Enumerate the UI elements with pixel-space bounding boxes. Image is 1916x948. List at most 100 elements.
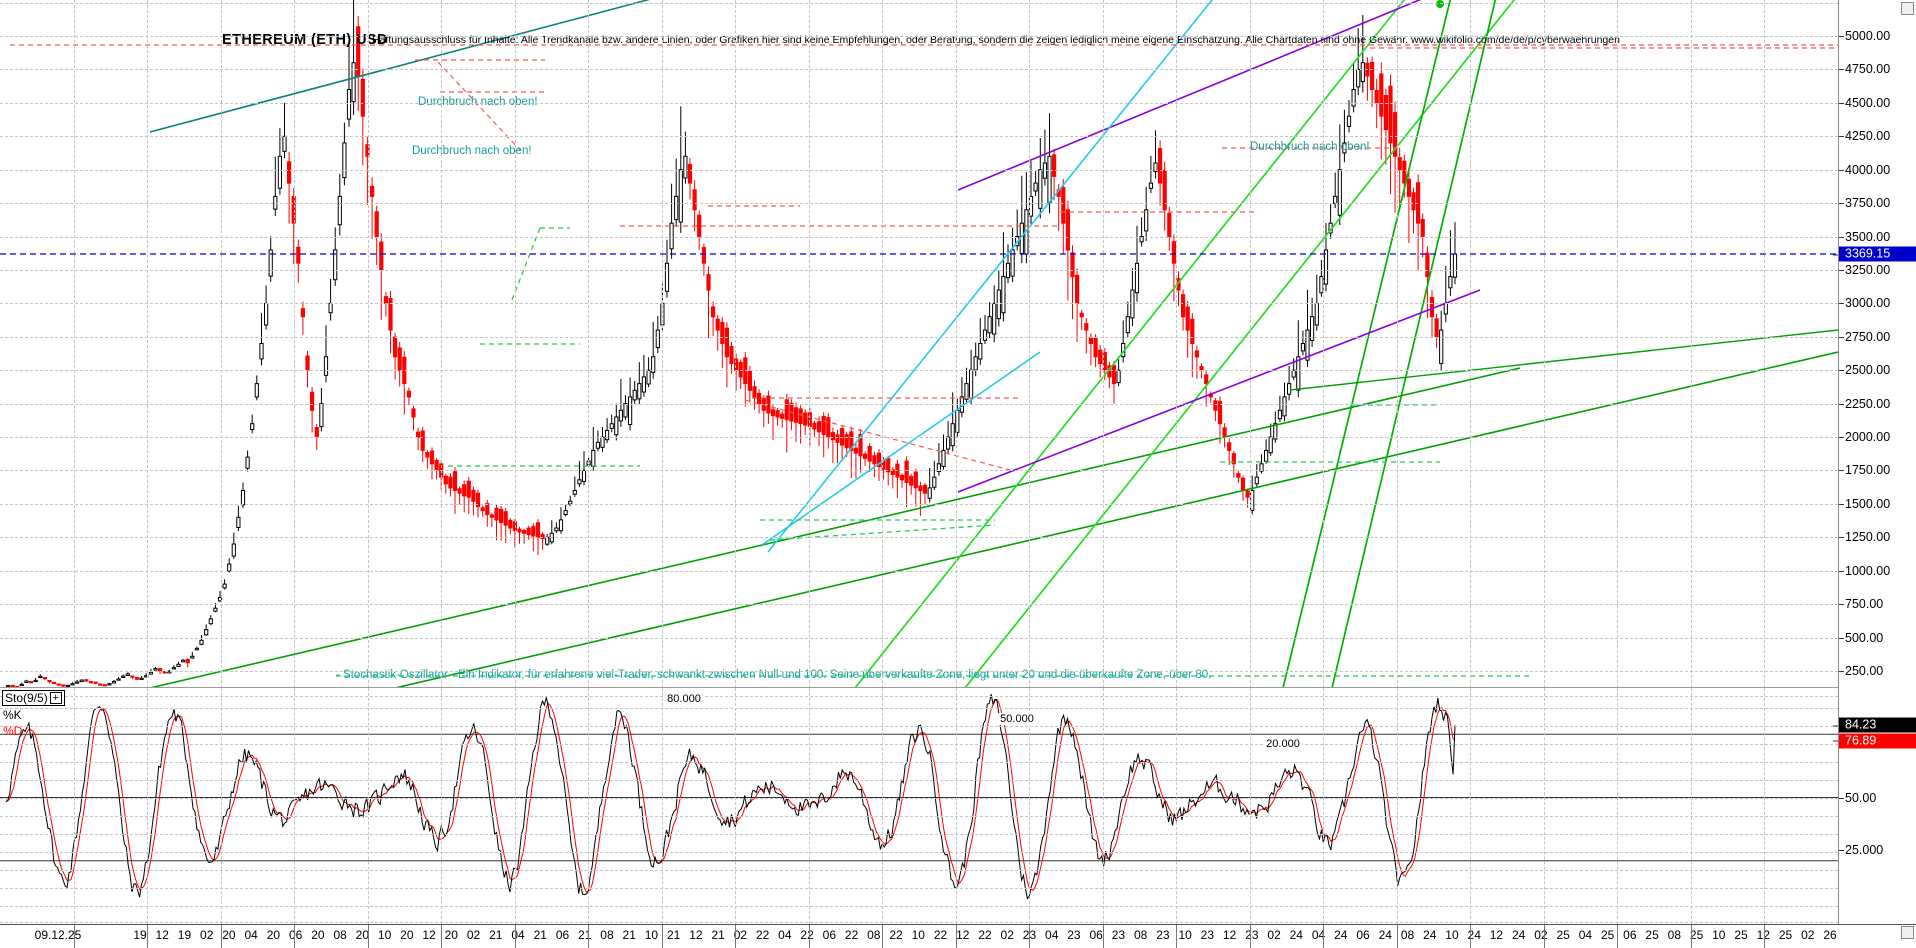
trend-line-green-steep-1 (1282, 0, 1452, 687)
date-tick-label: 02 (1000, 928, 1014, 942)
date-tick-label: 12 (422, 928, 436, 942)
date-tick-label: 19 (133, 928, 147, 942)
date-axis-separator (735, 925, 736, 948)
date-axis-separator (1691, 925, 1692, 948)
trend-line-green-steep-2 (1331, 0, 1497, 687)
date-axis-separator (221, 925, 222, 948)
date-tick-label: 25 (1556, 928, 1570, 942)
date-axis-separator (1250, 925, 1251, 948)
date-axis-separator (1029, 925, 1030, 948)
date-tick-label: 08 (1667, 928, 1682, 942)
price-tick-label: 2500.00 (1838, 363, 1891, 378)
stochastic-level-label: 20.000 (1264, 738, 1302, 750)
price-tick-label: 1250.00 (1838, 530, 1891, 545)
window-corner-button-bottom[interactable] (1901, 926, 1914, 939)
stochastic-indicator-panel[interactable]: Sto(9/5) + %K %D 80.000 50.000 20.000 (0, 688, 1838, 924)
candlestick-series (5, 0, 1458, 687)
date-axis-separator (1103, 925, 1104, 948)
date-tick-label: 08 (333, 928, 347, 942)
date-tick-label: 10 (1178, 928, 1192, 942)
date-tick-label: 23 (1156, 928, 1170, 942)
indicator-tag[interactable]: Sto(9/5) + (2, 690, 65, 706)
date-tick-label: 06 (822, 928, 837, 942)
date-tick-label: 02 (466, 928, 481, 942)
date-tick-label: 10 (377, 928, 392, 942)
price-tick-label: 3250.00 (1838, 262, 1891, 277)
date-tick-label: 26 (1823, 928, 1837, 942)
date-tick-label: 20 (222, 928, 236, 942)
date-tick-label: 04 (1311, 928, 1326, 942)
date-axis-separator (956, 925, 957, 948)
stochastic-axis[interactable]: 84.23 76.89 50.00 25.000 (1833, 688, 1916, 924)
price-axis[interactable]: 5000.00 4750.00 4500.00 4250.00 4000.00 3750.… (1833, 0, 1916, 688)
date-tick-label: 12 (155, 928, 169, 942)
trend-line-cyan-1 (761, 351, 1041, 546)
date-tick-label: 02 (1534, 928, 1548, 942)
date-tick-label: 24 (1289, 928, 1303, 942)
date-axis-separator (1323, 925, 1324, 948)
date-tick-label: 22 (889, 928, 903, 942)
date-tick-label: 04 (511, 928, 525, 942)
date-tick-label: 22 (800, 928, 814, 942)
date-tick-label: 20 (355, 928, 370, 942)
date-tick-label: 06 (555, 928, 570, 942)
date-tick-label: 10 (1445, 928, 1459, 942)
window-corner-button[interactable] (1901, 2, 1914, 15)
date-tick-label: 12 (956, 928, 970, 942)
price-chart-svg (0, 0, 1838, 687)
trend-line-red-dashed (744, 399, 1011, 471)
trend-line-teal (149, 0, 651, 133)
price-tick-label: 1500.00 (1838, 496, 1891, 511)
date-axis-separator (588, 925, 589, 948)
date-tick-label: 25 (1689, 928, 1704, 942)
date-tick-label: 02 (200, 928, 214, 942)
trend-line-green-right (1289, 329, 1838, 391)
current-price-label: 3369.15 (1833, 246, 1916, 262)
price-chart-panel[interactable]: ETHEREUM (ETH) USD Haftungsausschluss fü… (0, 0, 1838, 688)
date-tick-label: 21 (489, 928, 503, 942)
stochastic-tick-label: 50.00 (1838, 790, 1877, 805)
price-tick-label: 2000.00 (1838, 430, 1891, 445)
date-tick-label: 02 (733, 928, 748, 942)
date-tick-label: 21 (622, 928, 636, 942)
date-axis-separator (1176, 925, 1177, 948)
date-tick-label: 20 (266, 928, 281, 942)
stochastic-svg (0, 694, 1838, 900)
trend-line-bright-green-1 (854, 0, 1406, 687)
date-tick-label: 23 (1200, 928, 1215, 942)
stochastic-k-value: 84.23 (1833, 717, 1916, 733)
date-axis-separator (882, 925, 883, 948)
date-axis-separator (1397, 925, 1398, 948)
trend-line-green-support (150, 367, 1521, 687)
stochastic-level-label: 80.000 (665, 693, 703, 705)
date-tick-label: 12 (689, 928, 703, 942)
date-axis-separator (1544, 925, 1545, 948)
date-axis-separator (294, 925, 295, 948)
date-tick-label: 23 (1067, 928, 1081, 942)
date-tick-label: 25 (1734, 928, 1748, 942)
date-tick-label: 06 (1089, 928, 1103, 942)
trend-line-red-dashed-2 (437, 61, 521, 151)
price-tick-label: 4000.00 (1838, 162, 1891, 177)
expand-indicator-button[interactable]: + (49, 692, 62, 704)
date-tick-label: 04 (1045, 928, 1059, 942)
stochastic-tick-label: 25.000 (1838, 843, 1884, 858)
date-tick-label: 20 (444, 928, 458, 942)
date-tick-label: 04 (244, 928, 258, 942)
date-tick-label: 08 (600, 928, 614, 942)
price-tick-label: 750.00 (1838, 597, 1884, 612)
stochastic-level-label: 50.000 (998, 713, 1036, 725)
price-tick-label: 5000.00 (1838, 29, 1891, 43)
date-tick-label: 20 (400, 928, 414, 942)
date-axis[interactable]: 09.12.25 19 12 19 02 20 04 20 06 20 08 20 10 20 12 20 02… (0, 924, 1916, 948)
trend-line-purple-upper (957, 0, 1422, 191)
date-tick-label: 04 (1578, 928, 1593, 942)
date-tick-label: 22 (933, 928, 948, 942)
date-tick-label: 21 (578, 928, 592, 942)
date-tick-label: 08 (1400, 928, 1415, 942)
stochastic-d-legend: %D (3, 724, 23, 738)
date-tick-label: 19 (177, 928, 192, 942)
date-axis-separator (1617, 925, 1618, 948)
date-tick-label: 04 (778, 928, 792, 942)
